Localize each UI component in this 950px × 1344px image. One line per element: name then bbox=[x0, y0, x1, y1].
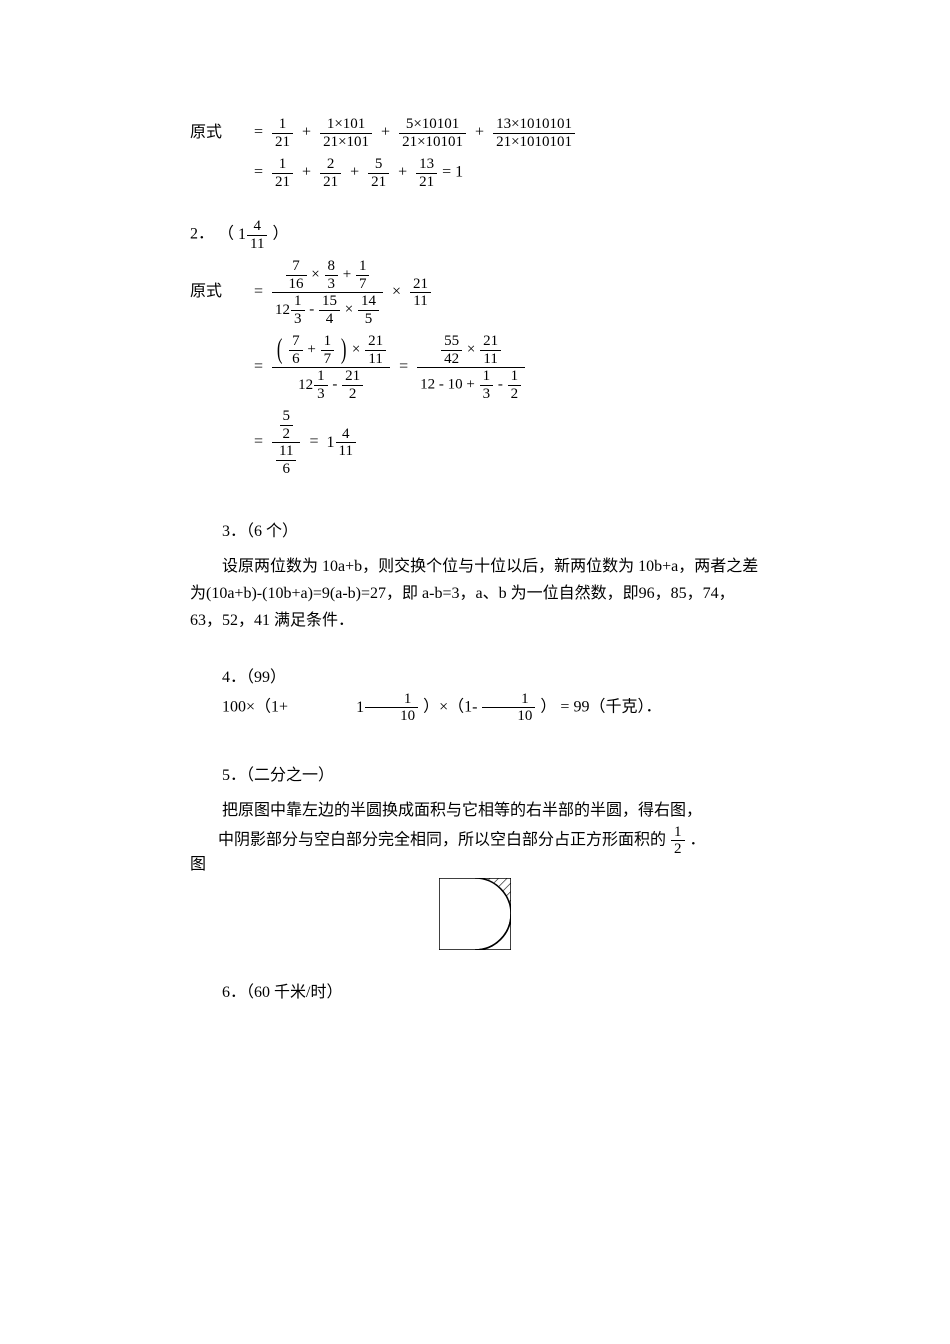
problem-6: 6．（60 千米/时） bbox=[190, 978, 760, 1002]
document-page: 原式 = 121 + 1×10121×101 + 5×1010121×10101… bbox=[0, 0, 950, 1344]
p2-header: 2． （ 1411 ） bbox=[190, 218, 760, 252]
p5-line1: 把原图中靠左边的半圆换成面积与它相等的右半部的半圆，得右图， bbox=[190, 797, 760, 824]
result: = 1 bbox=[442, 164, 463, 181]
problem-3: 3．（6 个） 设原两位数为 10a+b，则交换个位与十位以后，新两位数为 10… bbox=[190, 517, 760, 635]
frac: 1321 bbox=[416, 156, 437, 190]
frac: 121 bbox=[272, 156, 293, 190]
problem-4: 4．（99） 100×（1+ 1110 ）×（1- 110 ） = 99（千克）… bbox=[190, 663, 760, 725]
p4-expr: 100×（1+ 1110 ）×（1- 110 ） = 99（千克）． bbox=[190, 691, 760, 725]
p2-line2: = ( 76 + 17 ) × 2111 1213 - 212 = bbox=[190, 333, 760, 402]
p5-tu-label: 图 bbox=[190, 850, 206, 874]
problem-2: 2． （ 1411 ） 原式 = 716 × 83 + 17 1213 - 15… bbox=[190, 218, 760, 477]
p1-line2: = 121 + 221 + 521 + 1321 = 1 bbox=[190, 156, 760, 190]
frac: 221 bbox=[320, 156, 341, 190]
p5-figure bbox=[439, 878, 511, 950]
frac: 121 bbox=[272, 116, 293, 150]
lead-label: 原式 bbox=[190, 120, 250, 146]
problem-5: 5．（二分之一） 把原图中靠左边的半圆换成面积与它相等的右半部的半圆，得右图， … bbox=[190, 761, 760, 950]
frac: 5×1010121×10101 bbox=[399, 116, 466, 150]
frac: 521 bbox=[368, 156, 389, 190]
p6-header: 6．（60 千米/时） bbox=[190, 978, 760, 1002]
p3-body: 设原两位数为 10a+b，则交换个位与十位以后，新两位数为 10b+a，两者之差… bbox=[190, 553, 760, 635]
p1-line1: 原式 = 121 + 1×10121×101 + 5×1010121×10101… bbox=[190, 116, 760, 150]
big-frac: ( 76 + 17 ) × 2111 1213 - 212 bbox=[272, 333, 390, 402]
problem-1: 原式 = 121 + 1×10121×101 + 5×1010121×10101… bbox=[190, 116, 760, 190]
big-frac: 716 × 83 + 17 1213 - 154 × 145 bbox=[272, 258, 383, 327]
frac: 13×101010121×1010101 bbox=[493, 116, 575, 150]
p4-header: 4．（99） bbox=[190, 663, 760, 687]
big-frac: 5542 × 2111 12 - 10 + 13 - 12 bbox=[417, 333, 525, 402]
big-frac: 52 116 bbox=[272, 408, 300, 477]
p2-line1: 原式 = 716 × 83 + 17 1213 - 154 × 145 bbox=[190, 258, 760, 327]
p2-line3: = 52 116 = 1411 bbox=[190, 408, 760, 477]
p3-header: 3．（6 个） bbox=[190, 517, 760, 541]
p5-header: 5．（二分之一） bbox=[190, 761, 760, 785]
frac: 1×10121×101 bbox=[320, 116, 372, 150]
p5-line2-wrap: 图 中阴影部分与空白部分完全相同，所以空白部分占正方形面积的 12 ． bbox=[190, 824, 760, 858]
p5-line2: 中阴影部分与空白部分完全相同，所以空白部分占正方形面积的 12 ． bbox=[218, 824, 760, 858]
